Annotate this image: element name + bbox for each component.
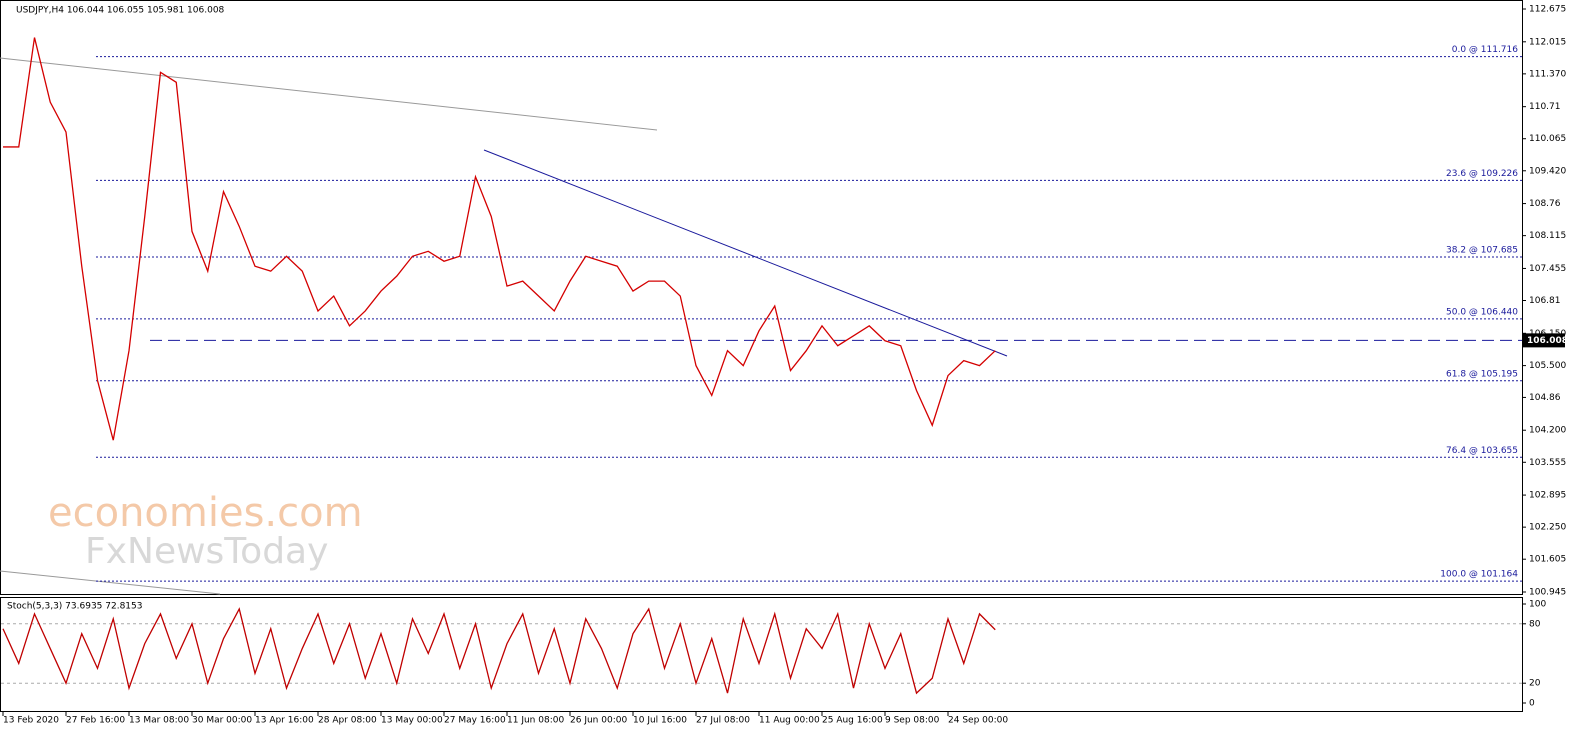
current-price-label: 106.008: [1527, 336, 1568, 346]
y-tick-label: 0: [1529, 699, 1535, 709]
y-tick-label: 108.115: [1529, 231, 1566, 241]
y-tick-label: 109.420: [1529, 166, 1566, 176]
y-tick-label: 112.675: [1529, 5, 1566, 15]
watermark: economies.com: [48, 490, 363, 536]
y-tick-label: 100: [1529, 600, 1546, 610]
chart-title: USDJPY,H4 106.044 106.055 105.981 106.00…: [16, 6, 225, 16]
y-tick-label: 20: [1529, 679, 1541, 689]
price-box: [1523, 333, 1565, 348]
main-panel: [0, 0, 1523, 595]
fib-label: 0.0 @ 111.716: [1452, 45, 1519, 55]
x-tick-label: 24 Sep 00:00: [948, 716, 1008, 726]
x-tick-label: 27 May 16:00: [444, 716, 506, 726]
fib-label: 50.0 @ 106.440: [1446, 307, 1518, 317]
y-tick-label: 104.86: [1529, 393, 1561, 403]
x-tick-label: 27 Jul 08:00: [696, 716, 750, 726]
trend-line: [483, 149, 1008, 357]
x-tick-label: 11 Jun 08:00: [507, 716, 564, 726]
x-tick-label: 25 Aug 16:00: [822, 716, 883, 726]
y-tick-label: 102.895: [1529, 491, 1566, 501]
y-tick-label: 104.200: [1529, 426, 1566, 436]
y-tick-label: 110.71: [1529, 102, 1561, 112]
trend-line: [0, 57, 658, 131]
y-tick-label: 108.76: [1529, 199, 1561, 209]
stoch-line: [2, 607, 996, 695]
y-tick-label: 106.81: [1529, 296, 1561, 306]
fib-label: 100.0 @ 101.164: [1440, 570, 1518, 580]
x-tick-label: 13 Mar 08:00: [129, 716, 189, 726]
y-tick-label: 110.065: [1529, 134, 1566, 144]
y-tick-label: 107.455: [1529, 264, 1566, 274]
fib-label: 61.8 @ 105.195: [1446, 369, 1518, 379]
fib-label: 23.6 @ 109.226: [1446, 169, 1518, 179]
x-tick-label: 13 Apr 16:00: [255, 716, 314, 726]
y-tick-label: 100.945: [1529, 588, 1566, 598]
x-tick-label: 13 Feb 2020: [3, 716, 59, 726]
x-tick-label: 28 Apr 08:00: [318, 716, 377, 726]
y-tick-label: 80: [1529, 619, 1541, 629]
trend-line: [0, 570, 221, 595]
y-tick-label: 105.500: [1529, 361, 1566, 371]
stoch-panel: [0, 597, 1523, 712]
fib-label: 38.2 @ 107.685: [1446, 246, 1518, 256]
price-line: [3, 37, 996, 441]
y-tick-label: 111.370: [1529, 69, 1566, 79]
indicator-title: Stoch(5,3,3) 73.6935 72.8153: [7, 602, 142, 612]
y-tick-label: 103.555: [1529, 458, 1566, 468]
y-tick-label: 102.250: [1529, 523, 1566, 533]
y-tick-label: 112.015: [1529, 37, 1566, 47]
x-tick-label: 10 Jul 16:00: [633, 716, 687, 726]
fib-label: 76.4 @ 103.655: [1446, 446, 1518, 456]
x-tick-label: 30 Mar 00:00: [192, 716, 252, 726]
x-tick-label: 26 Jun 00:00: [570, 716, 627, 726]
y-tick-label: 101.605: [1529, 555, 1566, 565]
x-tick-label: 13 May 00:00: [381, 716, 443, 726]
x-tick-label: 9 Sep 08:00: [885, 716, 940, 726]
x-tick-label: 27 Feb 16:00: [66, 716, 125, 726]
x-tick-label: 11 Aug 00:00: [759, 716, 820, 726]
watermark: FxNewsToday: [85, 531, 328, 572]
